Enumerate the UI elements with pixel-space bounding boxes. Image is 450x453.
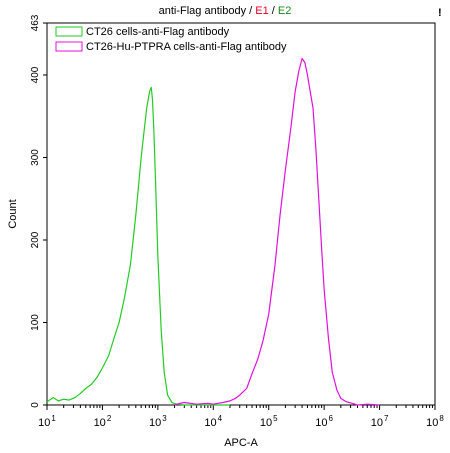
y-tick-label: 0 (30, 402, 41, 408)
x-tick-base: 10 (315, 417, 327, 429)
x-tick-base: 10 (94, 417, 106, 429)
title-separator-2: / (269, 5, 278, 17)
legend-swatch-ct26-hu-ptpra (55, 41, 83, 52)
y-tick-label: 200 (30, 231, 41, 248)
x-tick-label: 104 (204, 414, 222, 429)
y-tick-label: 463 (30, 14, 41, 31)
x-tick-exponent: 2 (107, 414, 112, 423)
series-layer (46, 57, 380, 406)
y-tick-label: 400 (30, 66, 41, 83)
x-tick-exponent: 6 (329, 414, 334, 423)
x-tick-exponent: 4 (218, 414, 223, 423)
x-tick-label: 105 (260, 414, 278, 429)
y-axis-label: Count (7, 199, 19, 228)
x-tick-base: 10 (204, 417, 216, 429)
chart-title: anti-Flag antibody / E1 / E2 (159, 5, 292, 17)
x-tick-base: 10 (149, 417, 161, 429)
legend-label-ct26: CT26 cells-anti-Flag antibody (86, 26, 230, 38)
x-tick-exponent: 5 (273, 414, 278, 423)
title-e2: E2 (278, 5, 291, 17)
title-separator-1: / (246, 5, 255, 17)
legend: CT26 cells-anti-Flag antibody CT26-Hu-PT… (55, 26, 287, 53)
x-tick-label: 107 (371, 414, 389, 429)
x-axis-label: APC-A (224, 437, 258, 449)
x-tick-base: 10 (260, 417, 272, 429)
x-tick-label: 108 (426, 414, 444, 429)
y-tick-label: 100 (30, 314, 41, 331)
title-e1: E1 (255, 5, 268, 17)
series-line-ct26 (46, 86, 230, 406)
chart-title-main: anti-Flag antibody (159, 5, 247, 17)
y-tick-label: 300 (30, 149, 41, 166)
plot-frame (46, 22, 436, 406)
x-tick-base: 10 (371, 417, 383, 429)
x-tick-label: 106 (315, 414, 333, 429)
x-tick-exponent: 3 (162, 414, 167, 423)
x-tick-base: 10 (38, 417, 50, 429)
x-tick-exponent: 8 (439, 414, 444, 423)
legend-label-ct26-hu-ptpra: CT26-Hu-PTPRA cells-anti-Flag antibody (86, 41, 287, 53)
x-tick-exponent: 1 (51, 414, 56, 423)
legend-swatch-ct26 (55, 26, 83, 37)
x-tick-label: 101 (38, 414, 56, 429)
x-tick-label: 102 (94, 414, 112, 429)
x-tick-base: 10 (426, 417, 438, 429)
x-tick-exponent: 7 (384, 414, 389, 423)
corner-mark: ! (438, 7, 442, 19)
series-line-ct26-hu-ptpra (174, 57, 380, 406)
x-tick-label: 103 (149, 414, 167, 429)
